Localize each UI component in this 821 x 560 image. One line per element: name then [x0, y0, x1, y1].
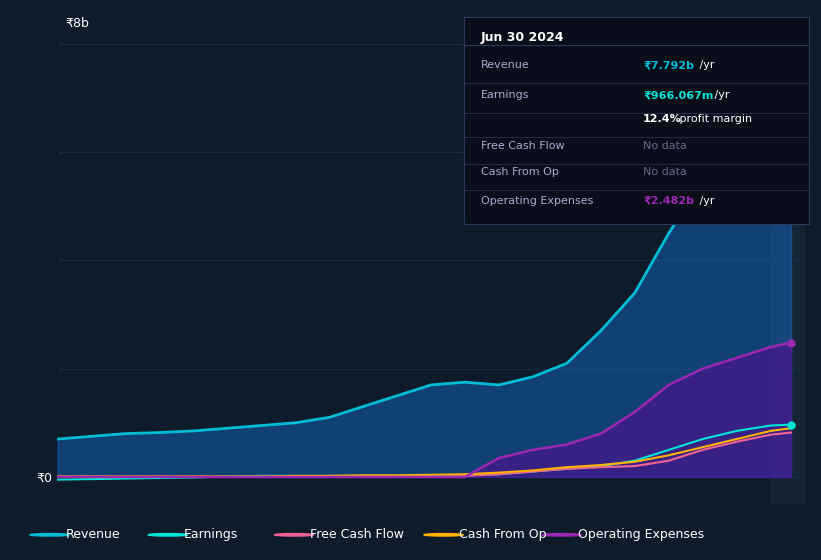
Text: Operating Expenses: Operating Expenses — [578, 528, 704, 542]
Circle shape — [274, 534, 314, 536]
Text: Revenue: Revenue — [481, 60, 530, 71]
Text: Cash From Op: Cash From Op — [481, 167, 559, 177]
Text: Cash From Op: Cash From Op — [460, 528, 547, 542]
Text: /yr: /yr — [712, 90, 730, 100]
Text: Earnings: Earnings — [184, 528, 238, 542]
Text: Operating Expenses: Operating Expenses — [481, 196, 594, 206]
Text: ₹8b: ₹8b — [65, 17, 89, 30]
Text: Free Cash Flow: Free Cash Flow — [310, 528, 404, 542]
Text: Jun 30 2024: Jun 30 2024 — [481, 31, 565, 44]
Bar — [771, 17, 805, 504]
Text: Free Cash Flow: Free Cash Flow — [481, 141, 565, 151]
Text: /yr: /yr — [696, 60, 715, 71]
Circle shape — [542, 534, 581, 536]
Circle shape — [30, 534, 69, 536]
Circle shape — [424, 534, 463, 536]
Text: No data: No data — [643, 141, 687, 151]
Text: profit margin: profit margin — [676, 114, 752, 124]
Text: ₹2.482b: ₹2.482b — [643, 196, 695, 206]
Circle shape — [148, 534, 187, 536]
Text: 12.4%: 12.4% — [643, 114, 682, 124]
Text: ₹966.067m: ₹966.067m — [643, 90, 713, 100]
Text: Revenue: Revenue — [66, 528, 120, 542]
Text: /yr: /yr — [696, 196, 715, 206]
Text: Earnings: Earnings — [481, 90, 530, 100]
Text: No data: No data — [643, 167, 687, 177]
Text: ₹7.792b: ₹7.792b — [643, 60, 695, 71]
